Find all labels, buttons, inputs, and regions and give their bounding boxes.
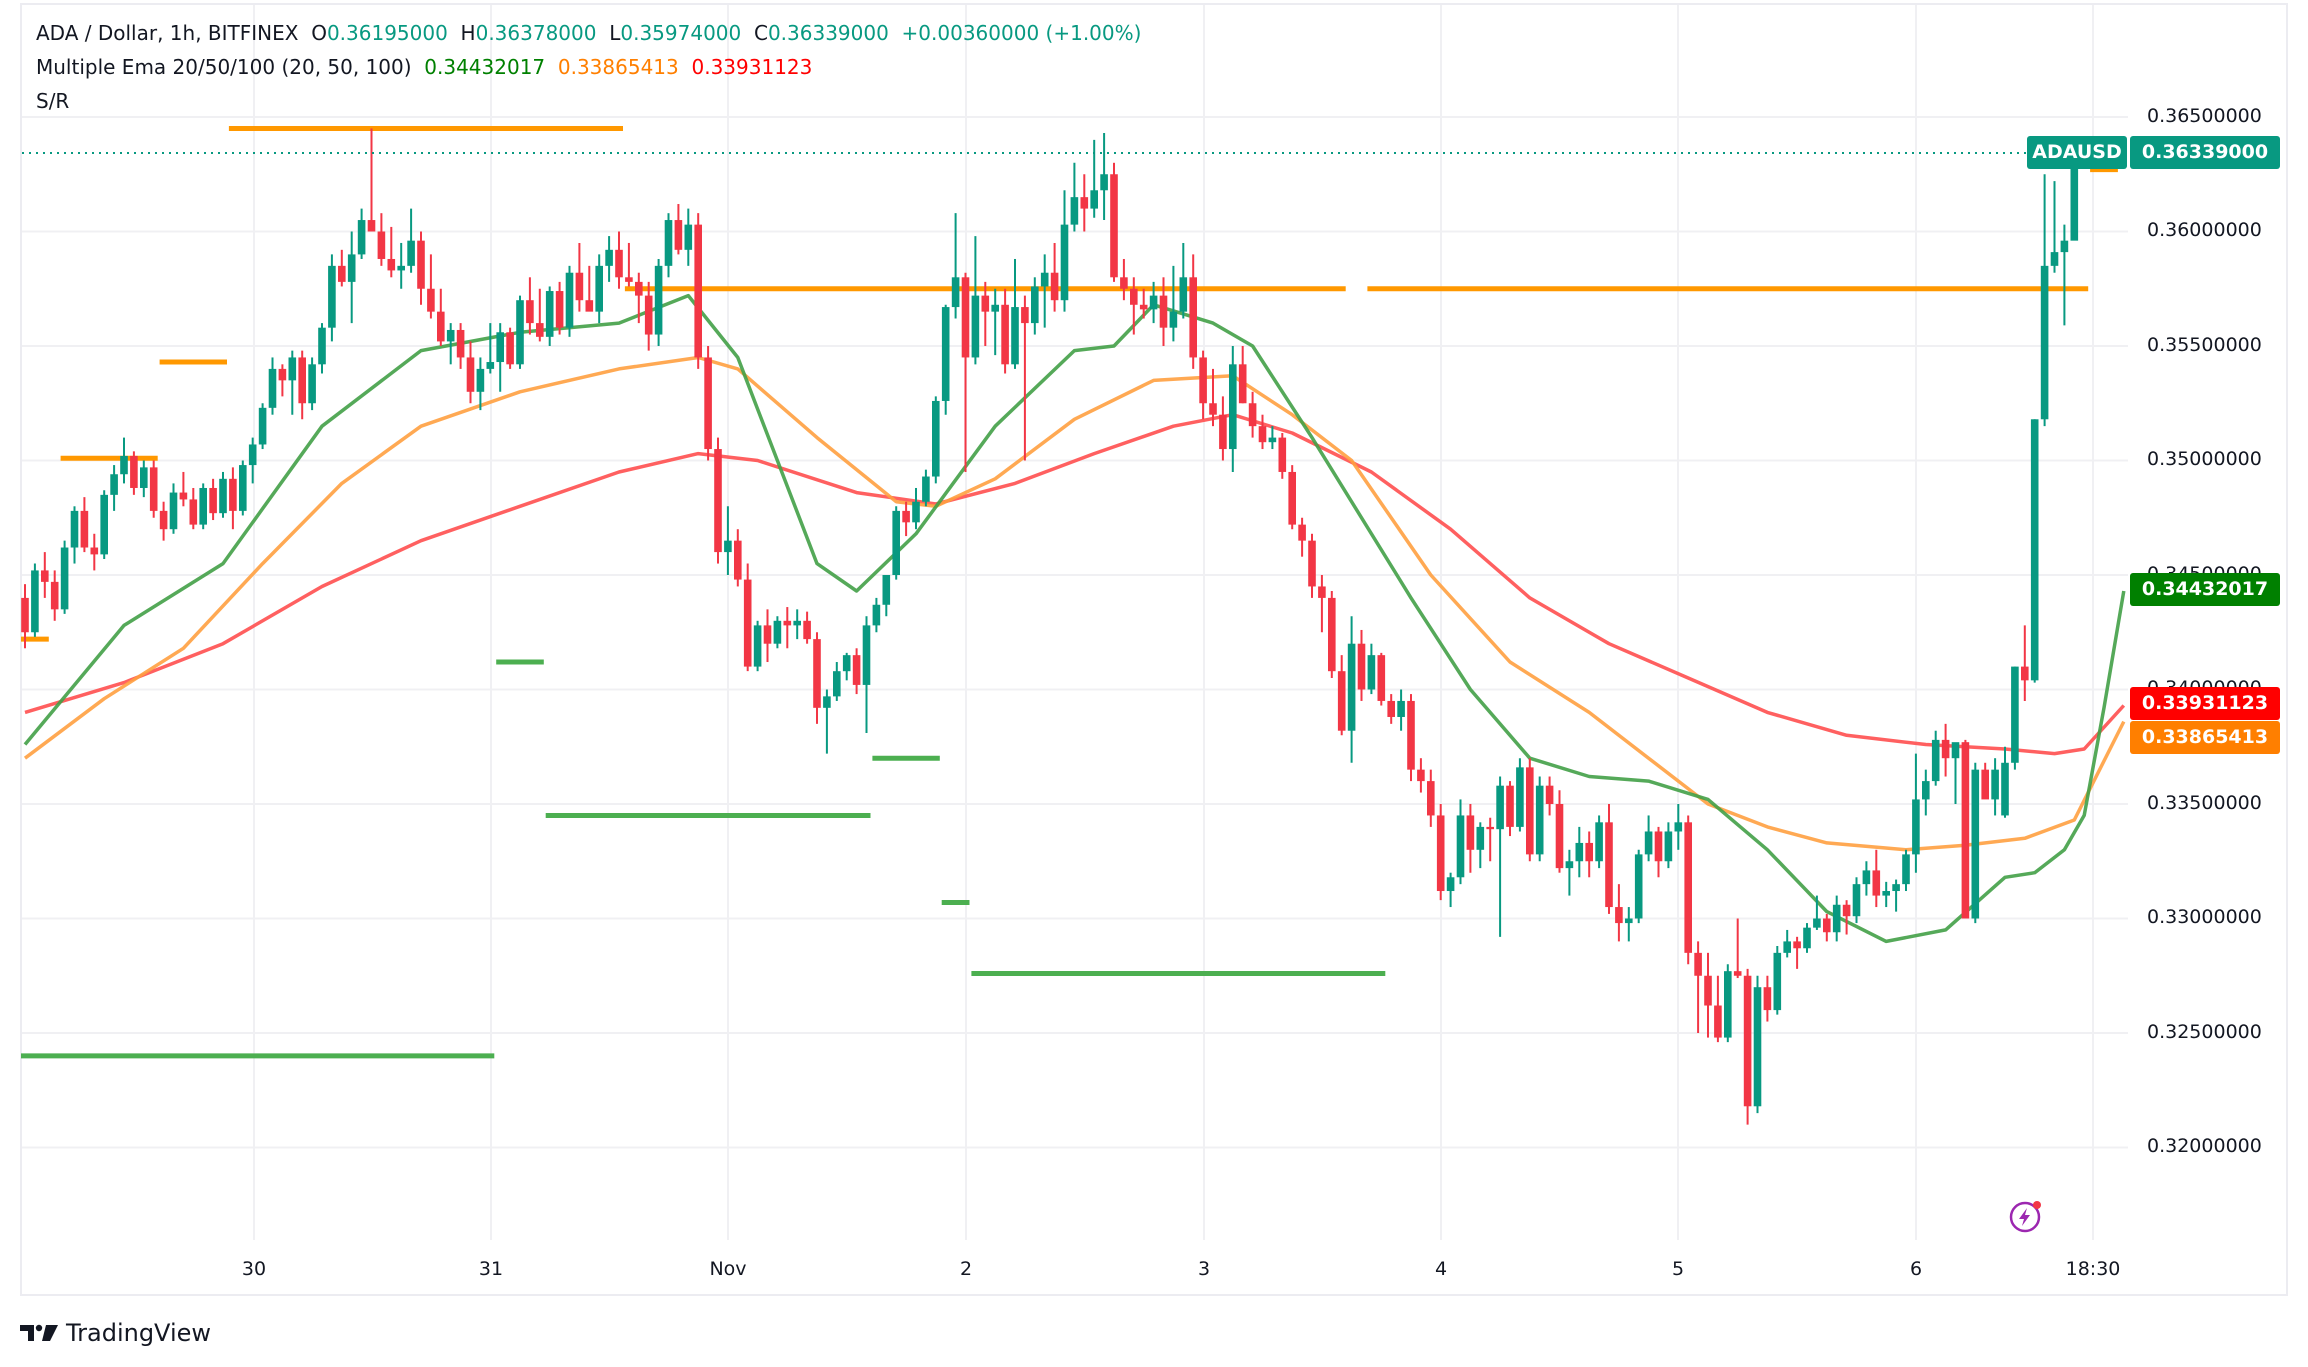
- low-value: 0.35974000: [620, 21, 742, 45]
- time-tick: 3: [1197, 1258, 1211, 1280]
- price-tick: 0.35500000: [2147, 334, 2262, 356]
- ema50-value: 0.33865413: [557, 55, 679, 79]
- time-tick: 2: [959, 1258, 973, 1280]
- time-tick: 5: [1671, 1258, 1685, 1280]
- ema50-tag: 0.33865413: [2130, 721, 2280, 754]
- last-price-tag: 0.36339000: [2130, 136, 2280, 169]
- tradingview-logo[interactable]: TradingView: [20, 1318, 211, 1348]
- price-tick: 0.32500000: [2147, 1021, 2262, 1043]
- close-value: 0.36339000: [767, 21, 889, 45]
- time-tick: Nov: [709, 1258, 747, 1280]
- high-value: 0.36378000: [475, 21, 597, 45]
- price-tick: 0.32000000: [2147, 1135, 2262, 1157]
- change-value: +0.00360000 (+1.00%): [901, 21, 1142, 45]
- high-label: H: [460, 21, 476, 45]
- time-tick: 4: [1434, 1258, 1448, 1280]
- symbol-title: ADA / Dollar, 1h, BITFINEX: [36, 21, 299, 45]
- ema100-value: 0.33931123: [691, 55, 813, 79]
- tradingview-logo-icon: [20, 1324, 58, 1341]
- time-tick: 30: [241, 1258, 267, 1280]
- candles: [21, 128, 2079, 1125]
- open-value: 0.36195000: [326, 21, 448, 45]
- indicator-legend-ema[interactable]: Multiple Ema 20/50/100 (20, 50, 100) 0.3…: [36, 55, 812, 79]
- time-tick: 18:30: [2065, 1258, 2121, 1280]
- time-tick: 6: [1909, 1258, 1923, 1280]
- ema20-value: 0.34432017: [424, 55, 546, 79]
- open-label: O: [311, 21, 327, 45]
- price-tick: 0.36500000: [2147, 105, 2262, 127]
- price-tick: 0.33500000: [2147, 792, 2262, 814]
- chart-frame: [20, 3, 2288, 1296]
- close-label: C: [753, 21, 768, 45]
- sr-label: S/R: [36, 89, 70, 113]
- logo-text: TradingView: [66, 1319, 212, 1347]
- symbol-tag: ADAUSD: [2027, 136, 2127, 169]
- lightning-alert-icon[interactable]: [2008, 1200, 2042, 1234]
- grid-lines: [22, 5, 2128, 1240]
- price-tick: 0.33000000: [2147, 906, 2262, 928]
- ema20-tag: 0.34432017: [2130, 573, 2280, 606]
- ema-lines: [23, 293, 2126, 944]
- price-tick: 0.36000000: [2147, 219, 2262, 241]
- indicator-name: Multiple Ema 20/50/100 (20, 50, 100): [36, 55, 412, 79]
- time-tick: 31: [478, 1258, 504, 1280]
- ema100-tag: 0.33931123: [2130, 687, 2280, 720]
- symbol-legend[interactable]: ADA / Dollar, 1h, BITFINEX O0.36195000 H…: [36, 21, 1141, 45]
- price-tick: 0.35000000: [2147, 448, 2262, 470]
- low-label: L: [609, 21, 621, 45]
- indicator-legend-sr[interactable]: S/R: [36, 89, 69, 113]
